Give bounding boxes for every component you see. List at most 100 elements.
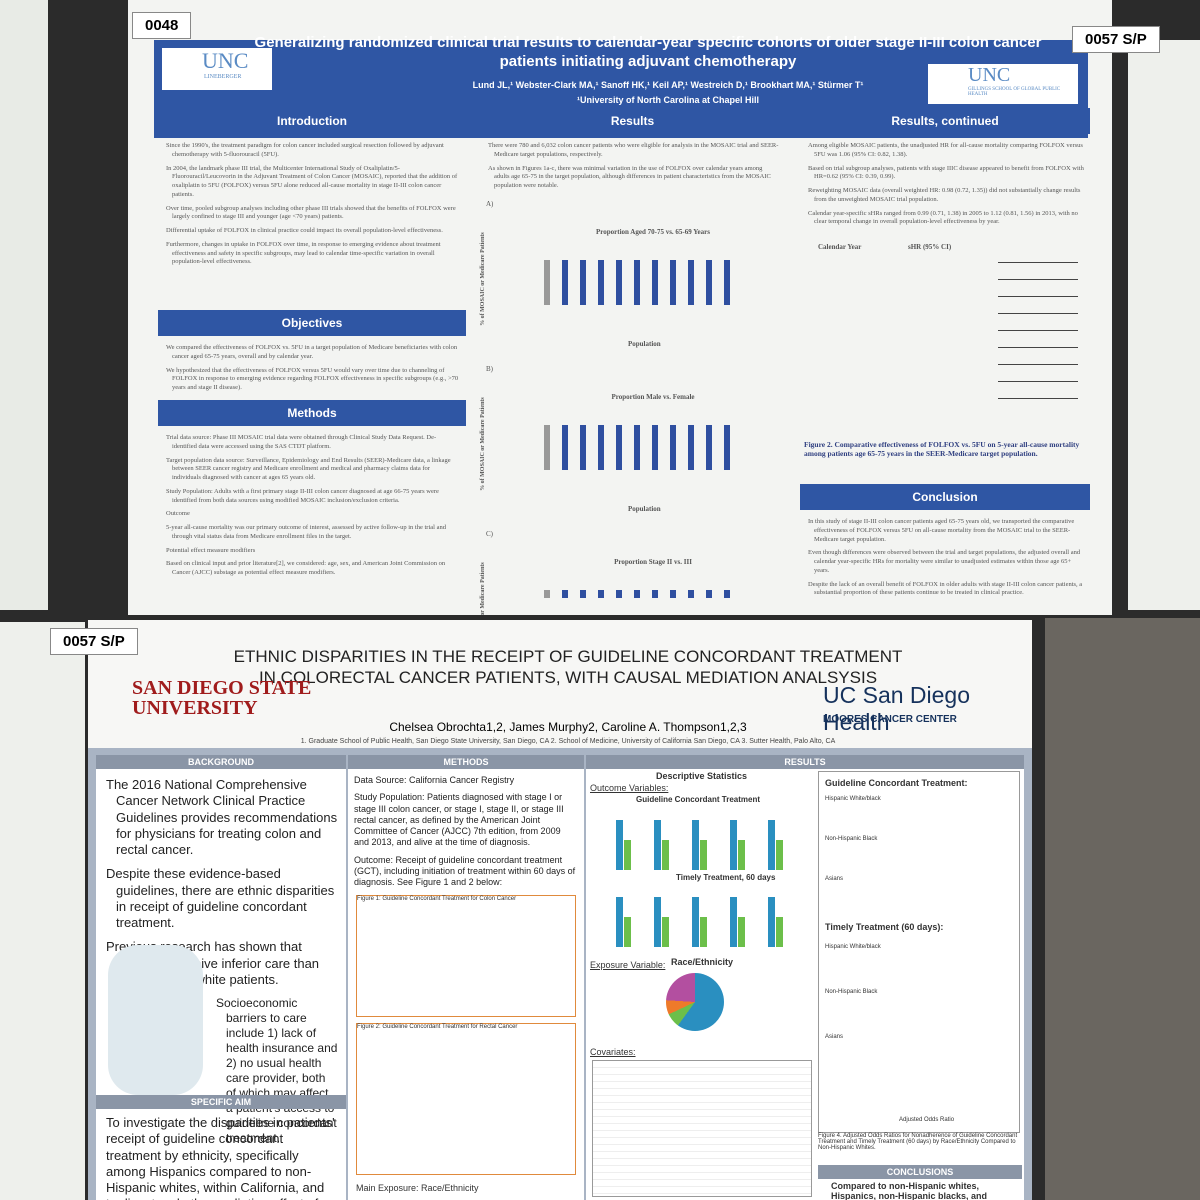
bullet: Target population data source: Surveilla… xyxy=(166,456,451,482)
bar xyxy=(776,840,783,870)
bar xyxy=(706,425,712,470)
section-text: Trial data source: Phase III MOSAIC tria… xyxy=(158,426,466,591)
panel-label: C) xyxy=(486,530,493,538)
label: Outcome Variables: xyxy=(590,783,669,793)
bar xyxy=(652,590,658,598)
section-text: We compared the effectiveness of FOLFOX … xyxy=(158,336,466,406)
bottom-poster: ETHNIC DISPARITIES IN THE RECEIPT OF GUI… xyxy=(88,620,1032,1200)
bar xyxy=(654,897,661,947)
bullet: As shown in Figures 1a-c, there was mini… xyxy=(488,164,771,190)
bullet: We compared the effectiveness of FOLFOX … xyxy=(166,344,458,360)
bar xyxy=(598,260,604,305)
bar xyxy=(562,590,568,598)
bullet: The 2016 National Comprehensive Cancer N… xyxy=(106,777,338,857)
section-heading: Introduction xyxy=(158,108,466,134)
bar xyxy=(544,425,550,470)
bullet: Reweighting MOSAIC data (overall weighte… xyxy=(808,187,1081,203)
forest-row xyxy=(998,398,1078,399)
bar xyxy=(544,260,550,305)
section-heading: Objectives xyxy=(158,310,466,336)
logo-sub: GILLINGS SCHOOL OF GLOBAL PUBLIC HEALTH xyxy=(968,87,1061,97)
logo-left: SAN DIEGO STATE UNIVERSITY xyxy=(132,677,312,719)
bar xyxy=(562,260,568,305)
bullet: Based on clinical input and prior litera… xyxy=(166,560,446,577)
bar xyxy=(544,590,550,598)
authors: Chelsea Obrochta1,2, James Murphy2, Caro… xyxy=(389,720,747,734)
forest-row xyxy=(998,296,1078,297)
section-heading: METHODS xyxy=(348,755,584,769)
bar xyxy=(730,820,737,870)
subtitle: Guideline Concordant Treatment xyxy=(636,795,761,804)
bar xyxy=(634,590,640,598)
poster-tag: 0048 xyxy=(132,12,192,39)
bar xyxy=(700,840,707,870)
section: Methods Trial data source: Phase III MOSA… xyxy=(158,400,466,591)
logo-sub: LINEBERGER xyxy=(204,74,242,80)
bar xyxy=(580,425,586,470)
forest-plot: Guideline Concordant Treatment: Timely Tr… xyxy=(818,771,1020,1133)
poster-tag: 0057 S/P xyxy=(1072,26,1160,53)
authors: Lund JL,¹ Webster-Clark MA,¹ Sanoff HK,¹… xyxy=(472,80,864,90)
bar xyxy=(624,917,631,947)
bar xyxy=(768,820,775,870)
bullet: 5-year all-cause mortality was our prima… xyxy=(166,524,446,540)
bar xyxy=(724,590,730,598)
bullet: Study Population: Adults with a first pr… xyxy=(166,487,439,504)
paragraph: Data Source: California Cancer Registry xyxy=(354,775,515,785)
bullet: We hypothesized that the effectiveness o… xyxy=(166,366,459,392)
chart-title: Proportion Stage II vs. III xyxy=(614,558,692,566)
bar xyxy=(738,917,745,947)
paragraph: Outcome: Receipt of guideline concordant… xyxy=(354,854,576,888)
forest-row xyxy=(998,347,1078,348)
section: Results, continued Among eligible MOSAIC … xyxy=(800,108,1090,240)
bullet: Differential uptake of FOLFOX in clinica… xyxy=(166,227,443,235)
section-heading: CONCLUSIONS xyxy=(818,1165,1022,1179)
exposure-label: Main Exposure: Race/Ethnicity xyxy=(356,1183,479,1193)
bar xyxy=(634,425,640,470)
table-header: sHR (95% CI) xyxy=(908,243,952,251)
bar xyxy=(706,260,712,305)
bar xyxy=(616,425,622,470)
logo-right-sub: MOORES CANCER CENTER xyxy=(823,714,957,725)
logo-right: UC San Diego Health xyxy=(823,682,971,735)
subtitle: Race/Ethnicity xyxy=(671,957,734,967)
title: Generalizing randomized clinical trial r… xyxy=(254,34,1042,70)
bullet: Potential effect measure modifiers xyxy=(166,546,256,554)
axis-label: % of MOSAIC or Medicare Patients xyxy=(479,397,486,491)
paragraph: Study Population: Patients diagnosed wit… xyxy=(354,792,564,848)
bar xyxy=(738,840,745,870)
section-text: Among eligible MOSAIC patients, the unad… xyxy=(800,134,1090,240)
subtitle: Timely Treatment (60 days): xyxy=(825,922,944,932)
forest-row xyxy=(998,364,1078,365)
bullet: There were 780 and 6,032 colon cancer pa… xyxy=(488,142,779,158)
results-column: RESULTS Descriptive Statistics Outcome Var… xyxy=(586,755,1024,1200)
title: ETHNIC DISPARITIES IN THE RECEIPT OF GUI… xyxy=(233,647,903,688)
section-text: Compared to non-Hispanic whites, Hispani… xyxy=(831,1181,988,1200)
right-partial-poster xyxy=(1128,40,1200,610)
background-column: BACKGROUND The 2016 National Comprehensiv… xyxy=(96,755,346,1200)
bullet: In this study of stage II-III colon canc… xyxy=(808,518,1075,543)
bullet: Calendar year-specific sHRs ranged from … xyxy=(808,209,1078,226)
section-text: In this study of stage II-III colon canc… xyxy=(800,510,1090,611)
axis-label: Population xyxy=(628,340,661,348)
bullet: Despite the lack of an overall benefit o… xyxy=(808,580,1083,597)
axis-label: Adjusted Odds Ratio xyxy=(899,1117,955,1123)
bullet: Over time, pooled subgroup analyses incl… xyxy=(166,204,456,221)
bar xyxy=(768,897,775,947)
bar xyxy=(670,590,676,598)
bar xyxy=(706,590,712,598)
chart-title: Proportion Aged 70-75 vs. 65-69 Years xyxy=(596,228,710,236)
bar xyxy=(616,897,623,947)
section: Introduction Since the 1990's, the treatm… xyxy=(158,108,466,280)
group-label: Asians xyxy=(825,1034,844,1040)
panel-label: B) xyxy=(486,365,493,373)
axis-label: % of MOSAIC or Medicare Patients xyxy=(479,232,486,326)
bar xyxy=(670,425,676,470)
section-heading: RESULTS xyxy=(586,755,1024,769)
bar xyxy=(562,425,568,470)
bullet: Trial data source: Phase III MOSAIC tria… xyxy=(166,434,437,450)
bar xyxy=(624,840,631,870)
affiliation: ¹University of North Carolina at Chapel … xyxy=(576,95,760,105)
bar xyxy=(580,260,586,305)
forest-row xyxy=(998,279,1078,280)
